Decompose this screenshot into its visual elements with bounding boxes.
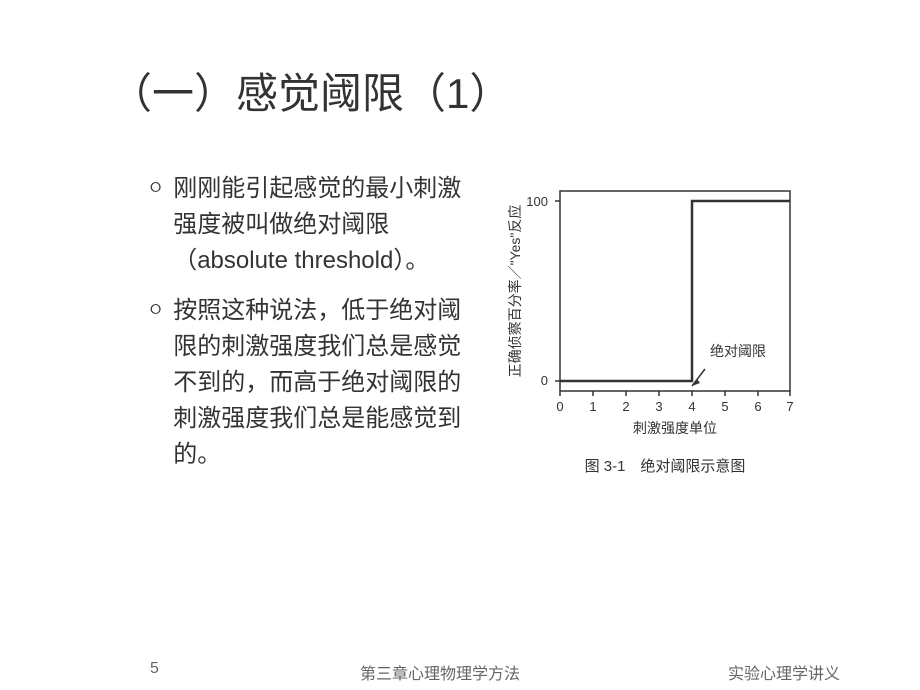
svg-text:7: 7 — [786, 399, 793, 414]
chart-caption: 图 3-1 绝对阈限示意图 — [585, 457, 746, 475]
bullet-text: 按照这种说法，低于绝对阈限的刺激强度我们总是感觉不到的，而高于绝对阈限的刺激强度… — [173, 293, 470, 473]
bullet-item: ⭘ 按照这种说法，低于绝对阈限的刺激强度我们总是感觉不到的，而高于绝对阈限的刺激… — [150, 293, 470, 473]
svg-text:5: 5 — [721, 399, 728, 414]
xticks-group: 0 1 2 3 4 5 6 7 — [556, 391, 793, 414]
content-area: ⭘ 刚刚能引起感觉的最小刺激强度被叫做绝对阈限（absolute thresho… — [0, 121, 920, 491]
svg-text:2: 2 — [622, 399, 629, 414]
bullet-text: 刚刚能引起感觉的最小刺激强度被叫做绝对阈限（absolute threshold… — [173, 171, 470, 279]
bullet-item: ⭘ 刚刚能引起感觉的最小刺激强度被叫做绝对阈限（absolute thresho… — [150, 171, 470, 279]
chart-svg: 0 100 0 1 2 3 4 5 6 — [500, 171, 820, 491]
text-column: ⭘ 刚刚能引起感觉的最小刺激强度被叫做绝对阈限（absolute thresho… — [150, 171, 470, 491]
chart-ylabel: 正确侦察百分率／"Yes"反应 — [507, 205, 523, 378]
svg-text:1: 1 — [589, 399, 596, 414]
chart-column: 0 100 0 1 2 3 4 5 6 — [500, 171, 830, 491]
footer-right-text: 实验心理学讲义 — [728, 660, 840, 684]
page-title: （一）感觉阈限（1） — [0, 0, 920, 121]
page-number: 5 — [150, 660, 159, 678]
threshold-chart: 0 100 0 1 2 3 4 5 6 — [500, 171, 820, 491]
ytick-label: 0 — [541, 373, 548, 388]
bullet-marker-icon: ⭘ — [150, 301, 161, 473]
footer-center-text: 第三章心理物理学方法 — [360, 660, 520, 684]
chart-xlabel: 刺激强度单位 — [633, 420, 717, 436]
svg-text:0: 0 — [556, 399, 563, 414]
annotation-label: 绝对阈限 — [710, 343, 766, 359]
chart-frame — [560, 191, 790, 391]
svg-text:4: 4 — [688, 399, 695, 414]
ytick-label: 100 — [526, 194, 548, 209]
svg-text:3: 3 — [655, 399, 662, 414]
bullet-marker-icon: ⭘ — [150, 179, 161, 279]
svg-text:6: 6 — [754, 399, 761, 414]
